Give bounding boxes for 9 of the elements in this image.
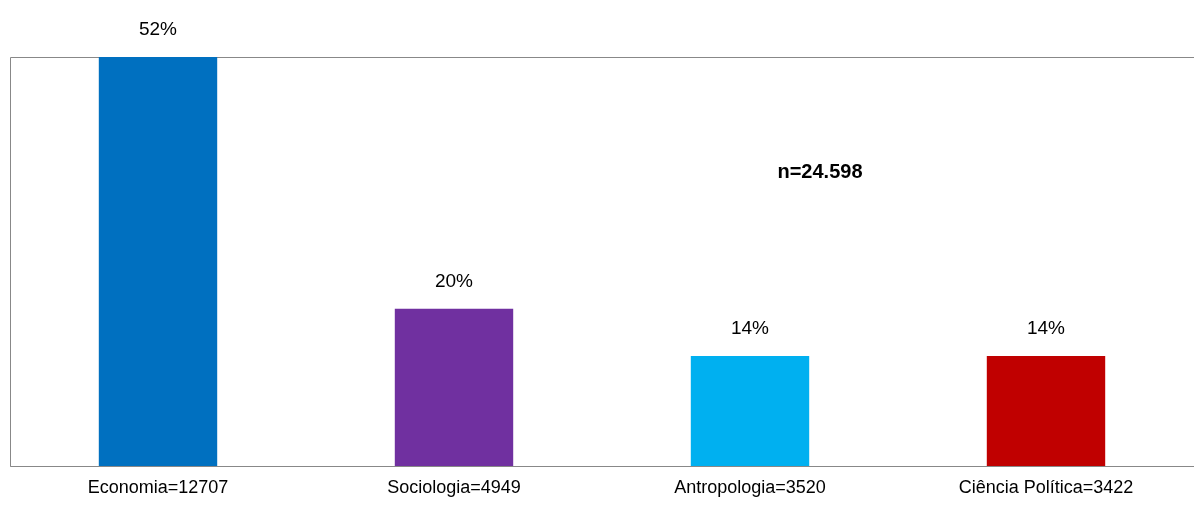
x-tick-label: Antropologia=3520 xyxy=(674,476,826,497)
data-label: 14% xyxy=(730,316,770,338)
x-tick-label: Ciência Política=3422 xyxy=(958,476,1134,497)
x-tick-label: Economia=12707 xyxy=(87,476,229,497)
annotation: n=24.598 xyxy=(777,160,863,182)
x-tick-label: Sociologia=4949 xyxy=(387,476,521,497)
data-label: 14% xyxy=(1026,316,1066,338)
data-label: 20% xyxy=(434,269,474,291)
data-label: 52% xyxy=(138,18,178,39)
